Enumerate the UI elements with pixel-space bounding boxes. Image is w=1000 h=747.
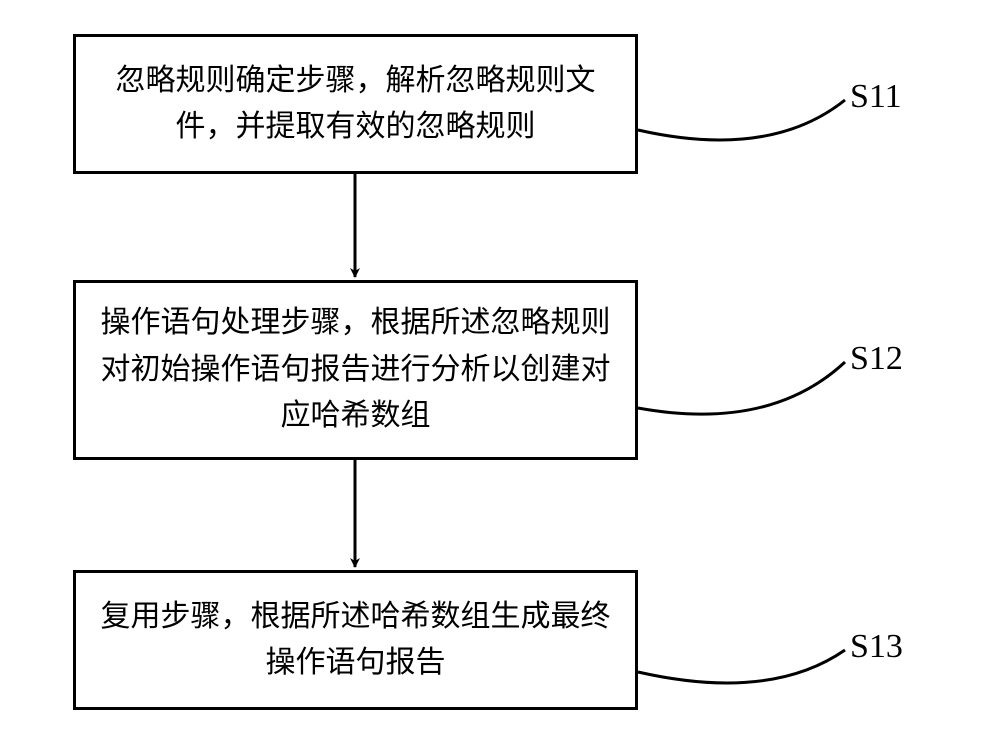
flowchart-node-s11: 忽略规则确定步骤，解析忽略规则文件，并提取有效的忽略规则 (73, 34, 638, 174)
callout-s13 (638, 650, 845, 683)
flowchart-node-s12: 操作语句处理步骤，根据所述忽略规则对初始操作语句报告进行分析以创建对应哈希数组 (73, 280, 638, 460)
step-label-s12: S12 (850, 340, 903, 378)
flowchart-node-s13: 复用步骤，根据所述哈希数组生成最终操作语句报告 (73, 570, 638, 710)
label-text: S11 (850, 78, 902, 115)
callout-s11 (638, 100, 845, 140)
label-text: S12 (850, 340, 903, 377)
node-text: 复用步骤，根据所述哈希数组生成最终操作语句报告 (94, 594, 617, 687)
label-text: S13 (850, 628, 903, 665)
step-label-s11: S11 (850, 78, 902, 116)
node-text: 操作语句处理步骤，根据所述忽略规则对初始操作语句报告进行分析以创建对应哈希数组 (94, 300, 617, 440)
step-label-s13: S13 (850, 628, 903, 666)
node-text: 忽略规则确定步骤，解析忽略规则文件，并提取有效的忽略规则 (94, 58, 617, 151)
flowchart-canvas: 忽略规则确定步骤，解析忽略规则文件，并提取有效的忽略规则 S11 操作语句处理步… (0, 0, 1000, 747)
callout-s12 (638, 362, 845, 414)
